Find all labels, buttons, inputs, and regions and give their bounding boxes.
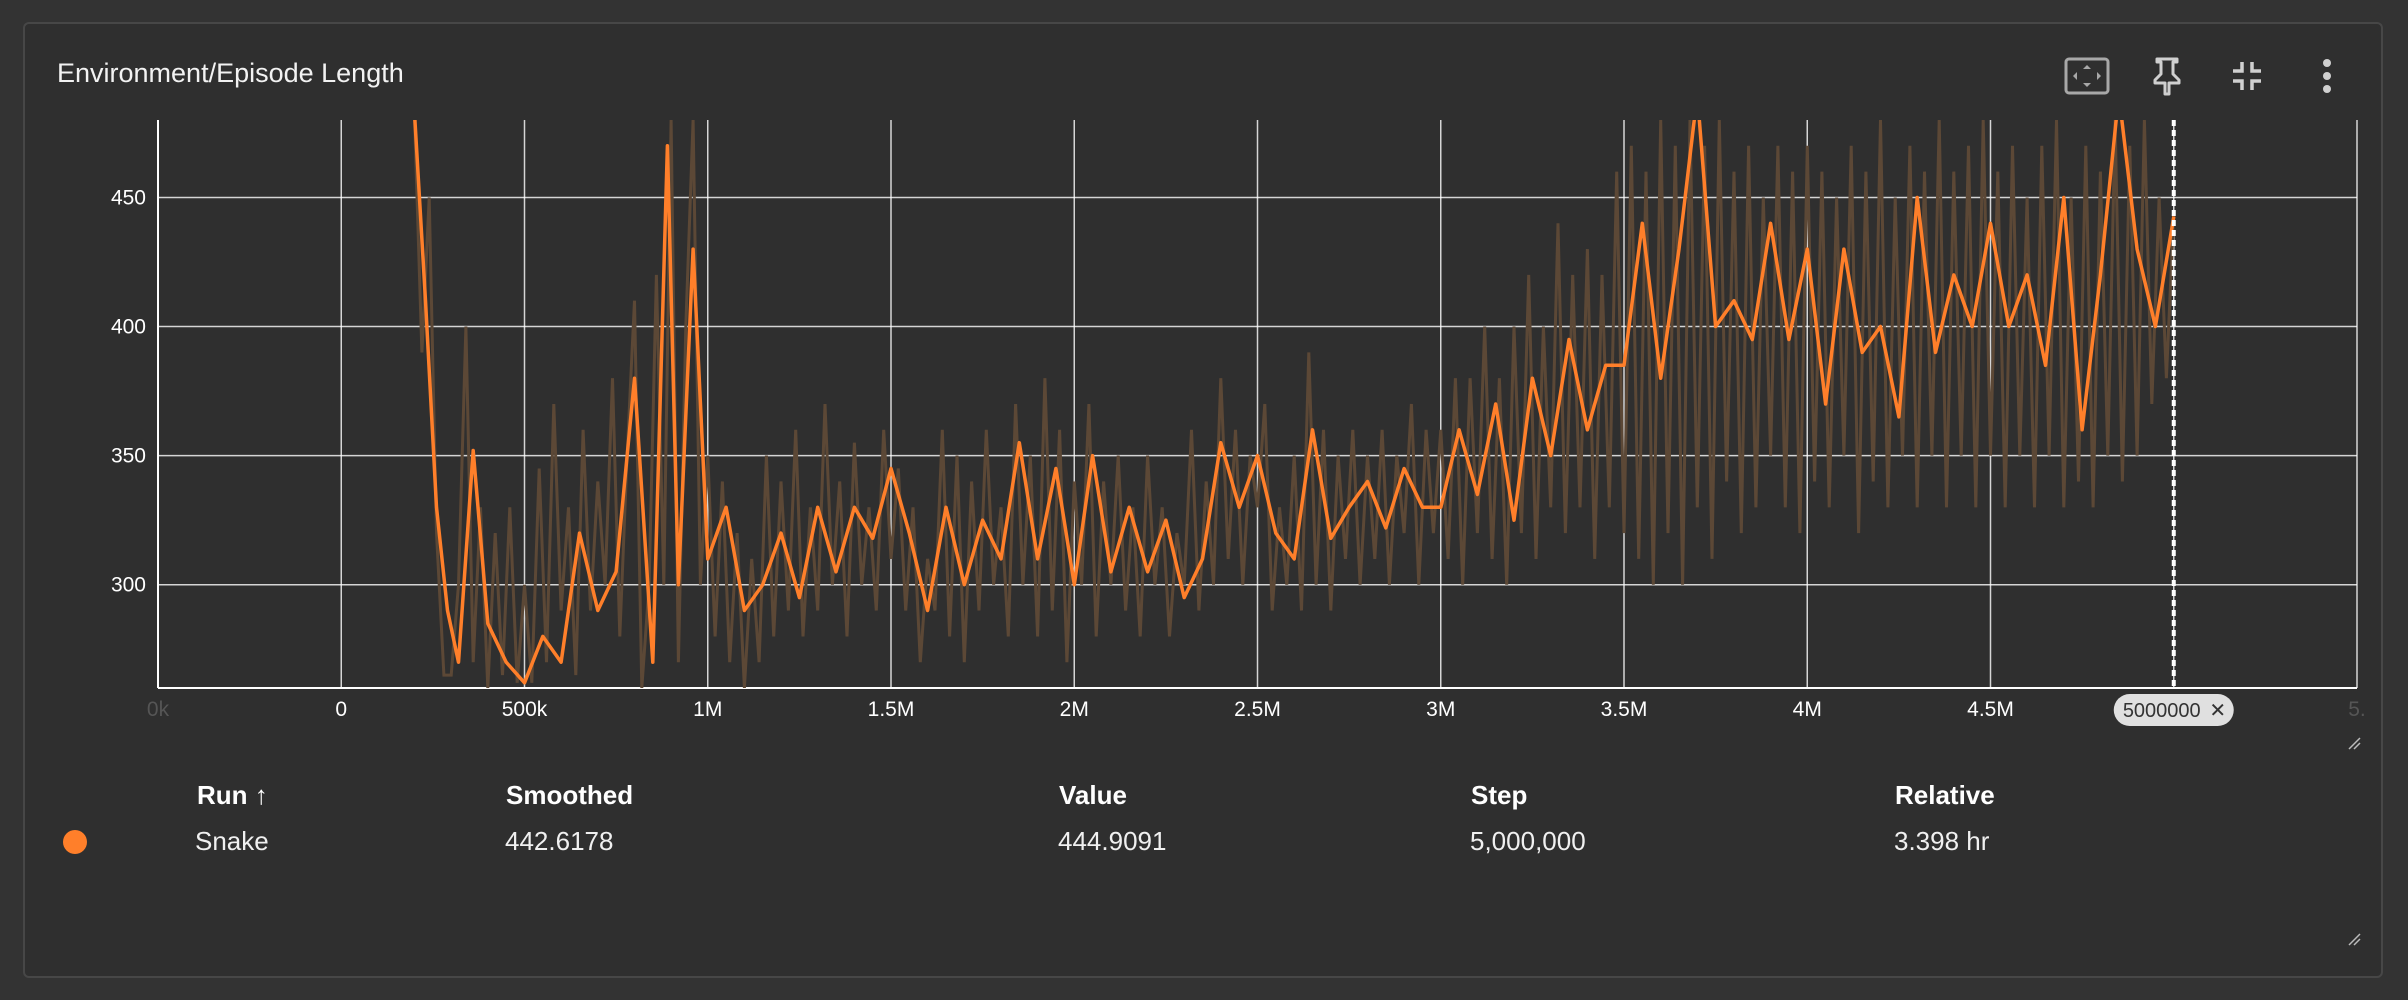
collapse-icon (2233, 62, 2261, 90)
y-tick-label: 450 (111, 186, 146, 209)
smoothed-series-line (413, 120, 2176, 685)
more-vert-icon (2323, 59, 2331, 93)
chart-area[interactable]: 0k0500k1M1.5M2M2.5M3M3.5M4M4.5M5M5.30035… (25, 24, 2385, 744)
row-smoothed: 442.6178 (505, 826, 614, 856)
collapse-button[interactable] (2215, 48, 2279, 104)
col-relative-header[interactable]: Relative (1895, 780, 1995, 810)
card-title: Environment/Episode Length (57, 58, 404, 88)
close-icon[interactable]: ✕ (2209, 698, 2226, 722)
x-tick-label: 4M (1793, 698, 1822, 721)
step-chip-bg (2113, 694, 2234, 726)
col-step-header[interactable]: Step (1471, 780, 1528, 810)
row-step: 5,000,000 (1470, 826, 1586, 856)
x-tick-label: 2.5M (1234, 698, 1281, 721)
x-tick-label: 3M (1426, 698, 1455, 721)
fit-domain-icon (2064, 57, 2110, 95)
x-tick-label: 0 (335, 698, 347, 721)
x-tick-label: 1.5M (868, 698, 915, 721)
resize-icon (2348, 737, 2361, 750)
more-options-button[interactable] (2295, 48, 2359, 104)
row-relative: 3.398 hr (1894, 826, 1990, 856)
x-tick-label: 3.5M (1601, 698, 1648, 721)
x-tick-label: 500k (502, 698, 548, 721)
raw-series-line (413, 120, 2176, 688)
y-tick-label: 350 (111, 445, 146, 468)
pin-button[interactable] (2135, 48, 2199, 104)
x-tick-label: 1M (693, 698, 722, 721)
scalar-card: Environment/Episode Length 0k 0 500k 1M 1.5M… (23, 22, 2383, 978)
line-chart[interactable]: 0k0500k1M1.5M2M2.5M3M3.5M4M4.5M5M5.30035… (25, 24, 2385, 744)
x-tick-label: 5. (2348, 698, 2366, 721)
step-chip-label: 5000000 (2123, 700, 2201, 722)
y-tick-label: 300 (111, 574, 146, 597)
table-resize-handle[interactable] (2347, 932, 2361, 946)
row-value: 444.9091 (1058, 826, 1167, 856)
x-tick-label: 2M (1060, 698, 1089, 721)
x-tick-label: 0k (147, 698, 170, 721)
fit-domain-button[interactable] (2055, 48, 2119, 104)
pin-icon (2153, 57, 2181, 96)
row-run: Snake (195, 826, 269, 856)
card-toolbar (2055, 48, 2359, 104)
x-tick-label: 4.5M (1967, 698, 2014, 721)
y-tick-label: 400 (111, 316, 146, 339)
col-value-header[interactable]: Value (1059, 780, 1127, 810)
run-color-dot (63, 830, 87, 854)
col-run-header[interactable]: Run ↑ (197, 780, 268, 810)
resize-icon (2348, 933, 2361, 946)
col-smoothed-header[interactable]: Smoothed (506, 780, 634, 810)
chart-resize-handle[interactable] (2347, 736, 2361, 750)
step-chip[interactable]: 5000000 ✕ (2113, 694, 2234, 726)
